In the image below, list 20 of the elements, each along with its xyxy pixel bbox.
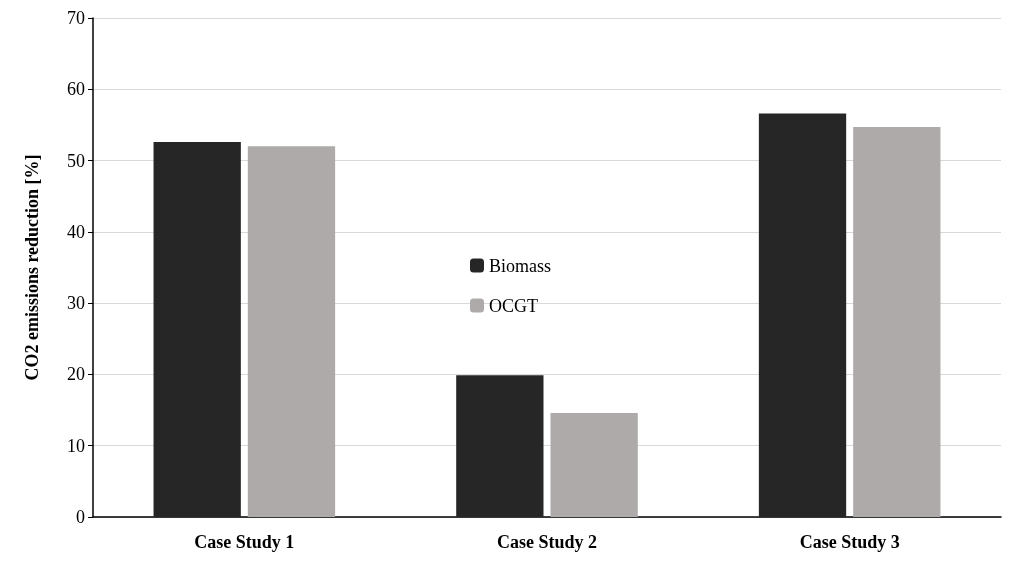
- legend-label: Biomass: [489, 255, 552, 276]
- bar: [550, 412, 638, 517]
- x-tick-label: Case Study 1: [194, 532, 295, 552]
- bar: [758, 113, 847, 517]
- x-tick-label: Case Study 3: [799, 532, 900, 552]
- y-axis-title: CO2 emissions reduction [%]: [22, 154, 42, 381]
- legend-label: OCGT: [489, 295, 538, 316]
- y-tick-label: 40: [67, 221, 85, 242]
- y-tick-label: 60: [67, 79, 85, 100]
- y-tick-label: 20: [67, 364, 85, 385]
- x-tick-label: Case Study 2: [496, 532, 598, 552]
- bar: [456, 375, 544, 517]
- y-tick-label: 70: [67, 8, 85, 28]
- y-tick-label: 10: [67, 435, 85, 456]
- bar: [247, 146, 336, 517]
- bar: [153, 142, 241, 517]
- bar: [853, 127, 941, 517]
- y-tick-label: 50: [67, 150, 85, 171]
- y-tick-label: 0: [76, 507, 85, 527]
- y-tick-label: 30: [67, 293, 85, 314]
